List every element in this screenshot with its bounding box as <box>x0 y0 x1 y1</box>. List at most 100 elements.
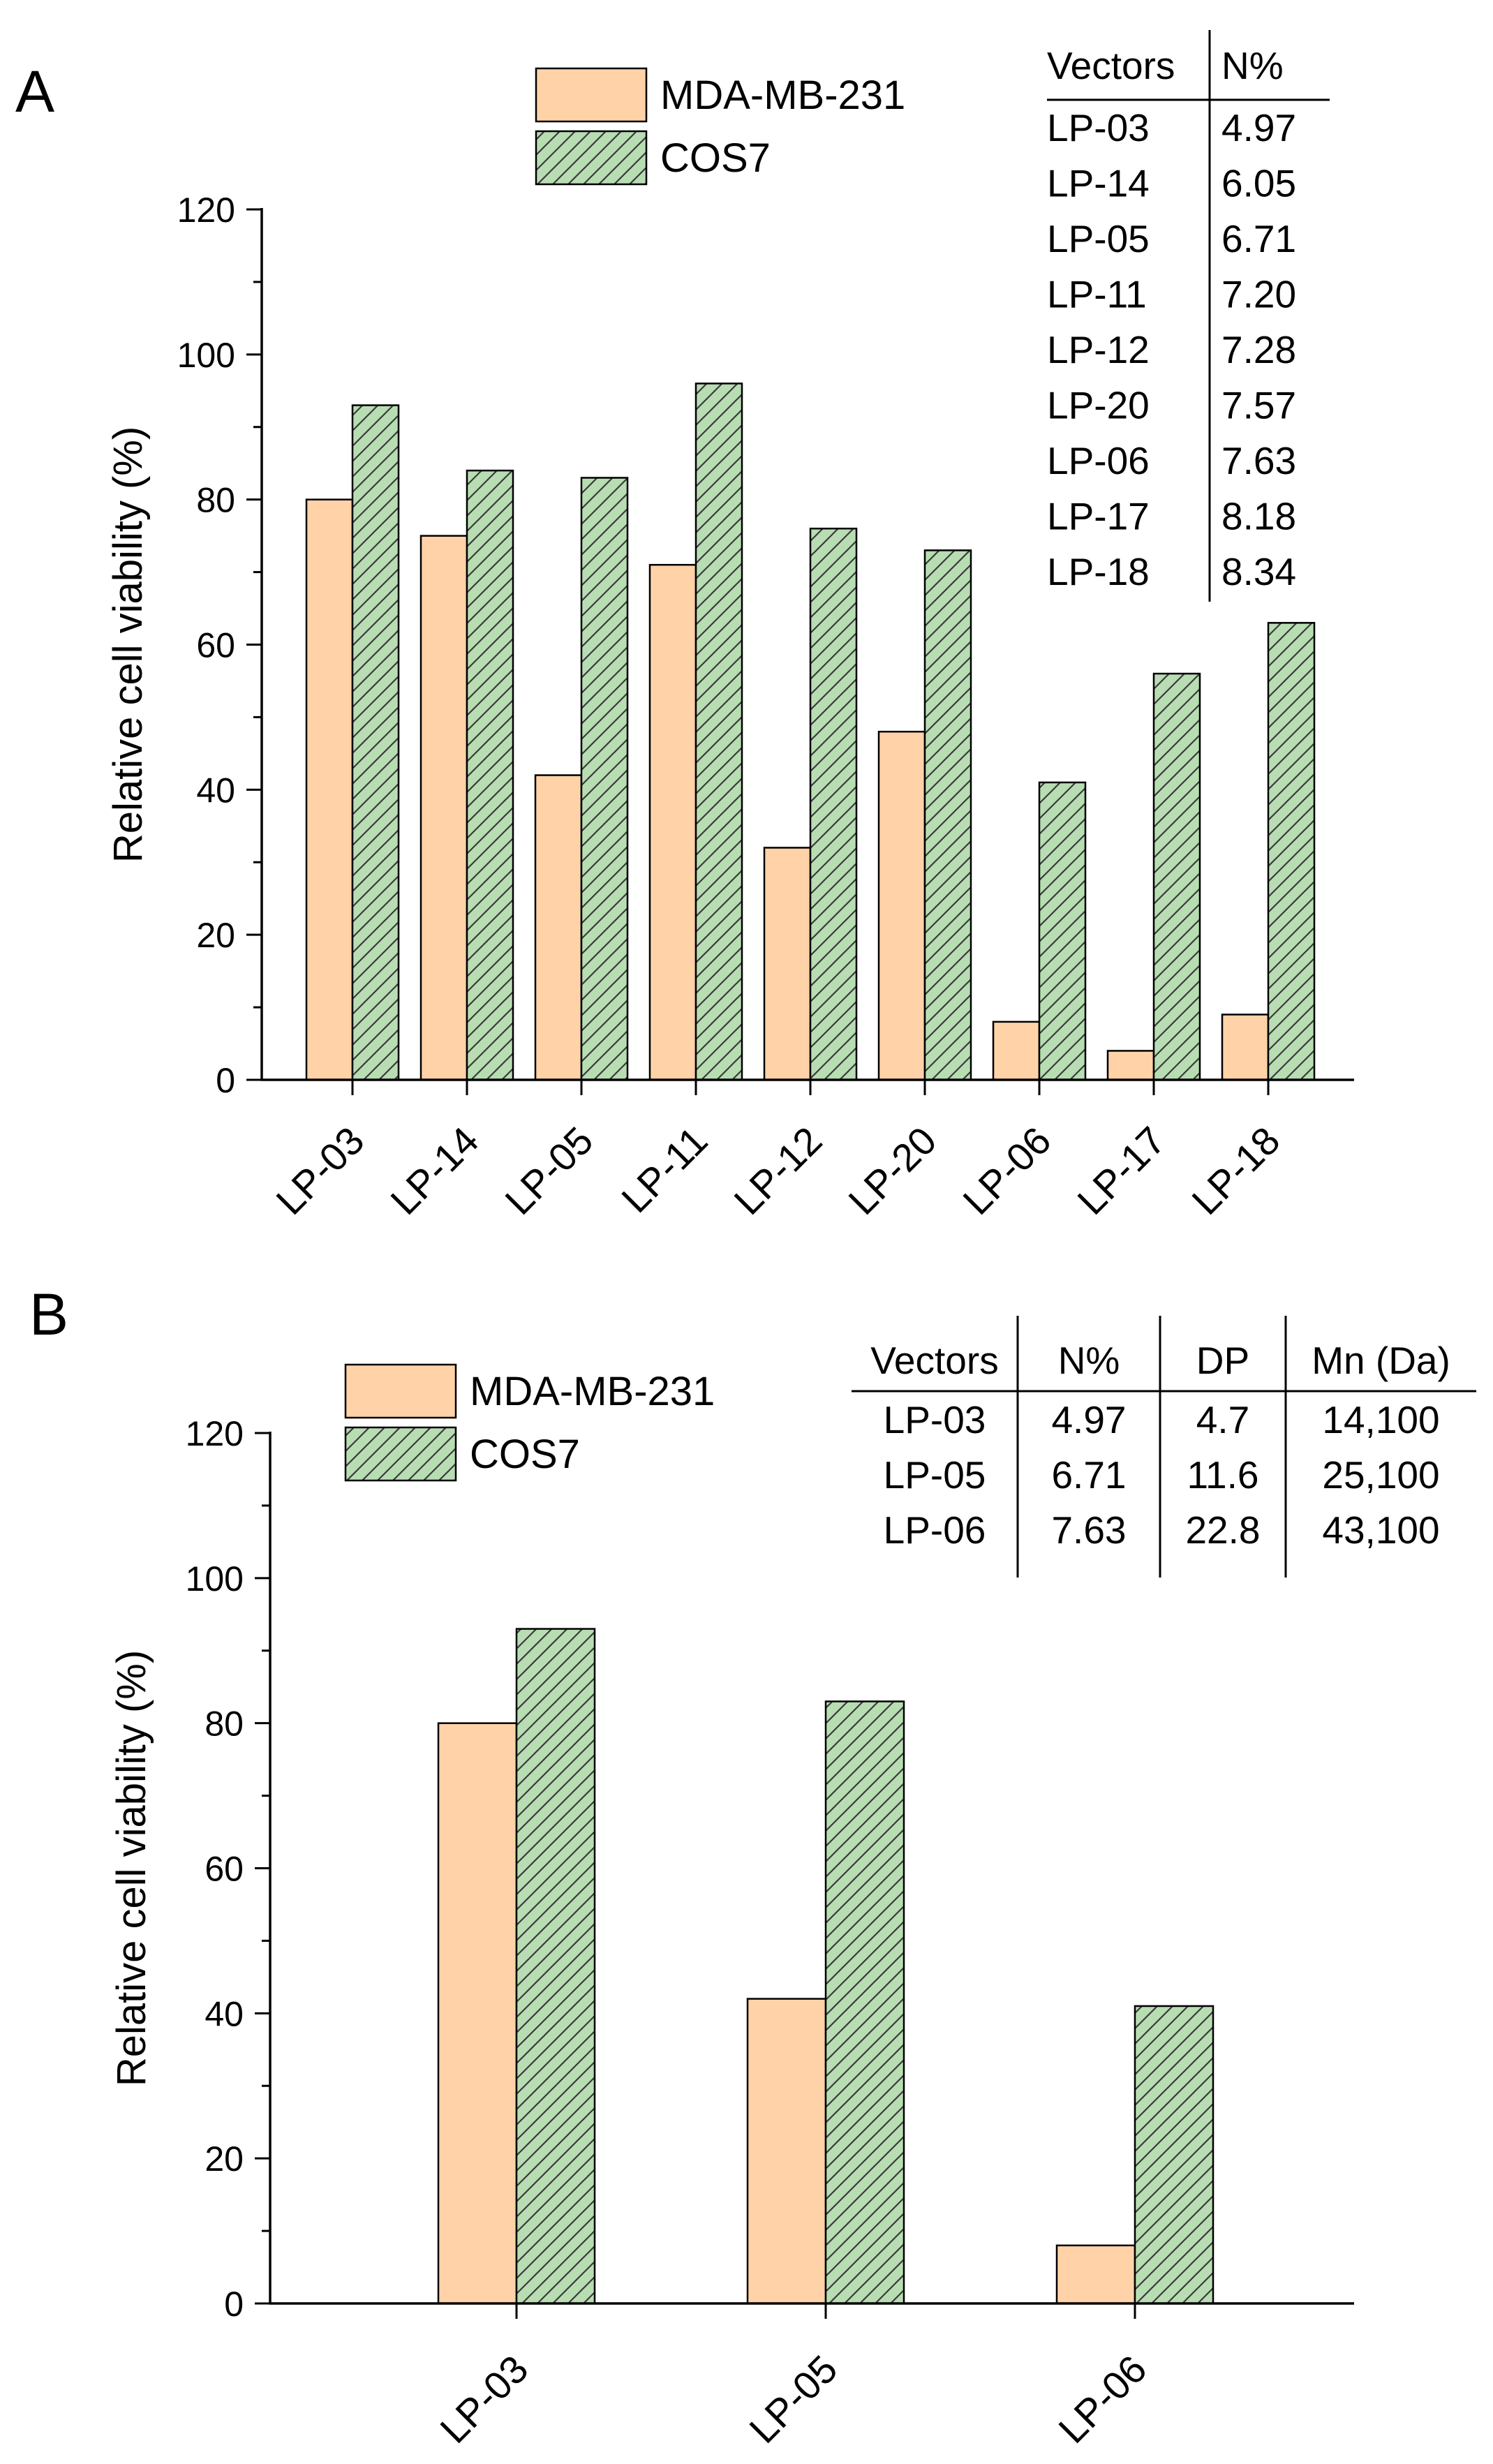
table-header: Mn (Da) <box>1312 1339 1450 1382</box>
x-tick-label: LP-20 <box>840 1118 944 1223</box>
y-tick-label: 0 <box>224 2285 244 2324</box>
bar-mda-mb-231-lp-14 <box>419 535 468 1081</box>
table-cell: LP-03 <box>1047 106 1150 149</box>
table-cell: LP-06 <box>1047 439 1150 482</box>
table-cell: 7.57 <box>1221 384 1296 427</box>
table-cell: 7.63 <box>1221 439 1296 482</box>
table-header: Vectors <box>1047 44 1175 87</box>
x-tick-label: LP-11 <box>613 1118 715 1221</box>
y-tick-label: 40 <box>196 771 235 810</box>
bar-cos7-lp-03 <box>515 1628 596 2305</box>
y-tick-label: 60 <box>196 626 235 665</box>
legend-swatch-cos7 <box>344 1426 457 1482</box>
table-cell: 7.28 <box>1221 328 1296 371</box>
bar-cos7-lp-11 <box>694 383 743 1081</box>
table-cell: LP-14 <box>1047 162 1150 205</box>
legend-label-cos7: COS7 <box>470 1432 580 1477</box>
panel-label: A <box>15 59 54 124</box>
x-tick-label: LP-03 <box>431 2347 536 2451</box>
bar-mda-mb-231-lp-18 <box>1221 1014 1270 1081</box>
bar-cos7-lp-06 <box>1038 781 1087 1081</box>
x-tick-label: LP-06 <box>1050 2347 1154 2451</box>
chart-panel-b: B LP-03 LP-05 LP-06 0 20 40 60 80 100 120 Relative … <box>29 1282 1476 2451</box>
x-tick-label: LP-05 <box>496 1118 601 1223</box>
bar-cos7-lp-18 <box>1267 622 1316 1081</box>
y-tick-label: 120 <box>177 191 235 230</box>
table-cell: 6.05 <box>1221 162 1296 205</box>
bar-cos7-lp-06 <box>1134 2005 1215 2305</box>
y-tick-label: 20 <box>196 916 235 955</box>
bar-mda-mb-231-lp-05 <box>746 1998 827 2305</box>
table-cell: 4.97 <box>1051 1398 1126 1441</box>
table-cell: LP-20 <box>1047 384 1150 427</box>
bar-mda-mb-231-lp-06 <box>1055 2244 1136 2305</box>
table-cell: 43,100 <box>1322 1508 1439 1552</box>
table-cell: LP-18 <box>1047 550 1150 593</box>
y-tick-label: 60 <box>205 1850 244 1889</box>
table-cell: 22.8 <box>1185 1508 1260 1552</box>
table-cell: 8.18 <box>1221 495 1296 538</box>
bar-mda-mb-231-lp-11 <box>648 563 697 1081</box>
inset-table: Vectors N% DP Mn (Da) LP-03 4.97 4.7 14,100 LP-0… <box>852 1316 1476 1578</box>
bar-mda-mb-231-lp-17 <box>1106 1050 1155 1081</box>
table-header: N% <box>1058 1339 1120 1382</box>
panel-label: B <box>29 1282 68 1347</box>
table-cell: LP-06 <box>884 1508 986 1552</box>
table-cell: LP-12 <box>1047 328 1150 371</box>
table-cell: 7.20 <box>1221 273 1296 316</box>
bar-mda-mb-231-lp-06 <box>992 1021 1041 1081</box>
table-cell: 4.7 <box>1196 1398 1249 1441</box>
y-tick-label: 120 <box>186 1414 244 1453</box>
table-cell: LP-11 <box>1047 273 1147 316</box>
legend-swatch-cos7 <box>535 130 648 186</box>
x-tick-label: LP-05 <box>741 2347 845 2451</box>
bar-cos7-lp-17 <box>1152 672 1201 1081</box>
x-tick-label: LP-17 <box>1069 1118 1173 1223</box>
table-cell: LP-17 <box>1047 495 1150 538</box>
bar-mda-mb-231-lp-03 <box>305 498 354 1081</box>
table-header: DP <box>1196 1339 1249 1382</box>
x-tick-label: LP-03 <box>267 1118 372 1223</box>
y-tick-label: 20 <box>205 2139 244 2179</box>
bar-cos7-lp-03 <box>351 404 400 1081</box>
y-tick-label: 80 <box>196 481 235 520</box>
bar-cos7-lp-20 <box>923 549 972 1081</box>
legend-label-mda-mb-231: MDA-MB-231 <box>470 1369 715 1414</box>
bar-cos7-lp-14 <box>466 469 514 1081</box>
bar-mda-mb-231-lp-20 <box>877 730 926 1081</box>
table-cell: 6.71 <box>1221 217 1296 260</box>
x-tick-label: LP-18 <box>1183 1118 1288 1223</box>
bar-mda-mb-231-lp-12 <box>763 847 812 1081</box>
legend-swatch-mda-mb-231 <box>535 67 648 123</box>
table-cell: 14,100 <box>1322 1398 1439 1441</box>
y-tick-label: 100 <box>186 1559 244 1598</box>
y-tick-label: 0 <box>216 1061 235 1100</box>
table-cell: LP-03 <box>884 1398 986 1441</box>
table-header: N% <box>1221 44 1284 87</box>
bar-cos7-lp-12 <box>809 527 858 1081</box>
x-tick-label: LP-12 <box>725 1118 830 1223</box>
table-cell: LP-05 <box>884 1453 986 1497</box>
y-axis-label: Relative cell viability (%) <box>105 426 151 863</box>
y-axis-label: Relative cell viability (%) <box>109 1650 154 2086</box>
table-cell: 6.71 <box>1051 1453 1126 1497</box>
legend-label-cos7: COS7 <box>660 135 771 181</box>
legend-label-mda-mb-231: MDA-MB-231 <box>660 73 905 118</box>
x-tick-label: LP-14 <box>382 1118 486 1223</box>
table-cell: LP-05 <box>1047 217 1150 260</box>
y-tick-label: 40 <box>205 1994 244 2033</box>
table-cell: 25,100 <box>1322 1453 1439 1497</box>
inset-table: Vectors N% LP-03 4.97 LP-14 6.05 LP-05 6.71 LP-1… <box>1047 30 1330 602</box>
table-cell: 7.63 <box>1051 1508 1126 1552</box>
table-cell: 8.34 <box>1221 550 1296 593</box>
legend-swatch-mda-mb-231 <box>344 1363 457 1419</box>
bar-mda-mb-231-lp-05 <box>534 774 583 1081</box>
table-cell: 11.6 <box>1187 1453 1259 1497</box>
bar-cos7-lp-05 <box>824 1700 905 2305</box>
bar-mda-mb-231-lp-03 <box>437 1722 518 2305</box>
y-tick-label: 100 <box>177 336 235 375</box>
table-cell: 4.97 <box>1221 106 1296 149</box>
x-tick-label: LP-06 <box>954 1118 1059 1223</box>
chart-panel-a: ALP-03 LP-14 LP-05 LP-11 LP-12 LP-20 LP-06 LP-1… <box>15 30 1354 1223</box>
